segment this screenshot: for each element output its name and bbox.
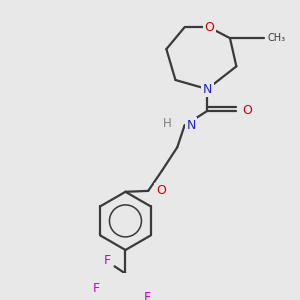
- Text: H: H: [163, 117, 172, 130]
- Text: F: F: [104, 254, 111, 267]
- Text: N: N: [186, 119, 196, 132]
- Text: F: F: [93, 282, 100, 295]
- Text: N: N: [202, 82, 212, 96]
- Text: CH₃: CH₃: [267, 33, 285, 43]
- Text: F: F: [144, 291, 151, 300]
- Text: O: O: [242, 104, 252, 117]
- Text: O: O: [156, 184, 166, 197]
- Text: O: O: [204, 21, 214, 34]
